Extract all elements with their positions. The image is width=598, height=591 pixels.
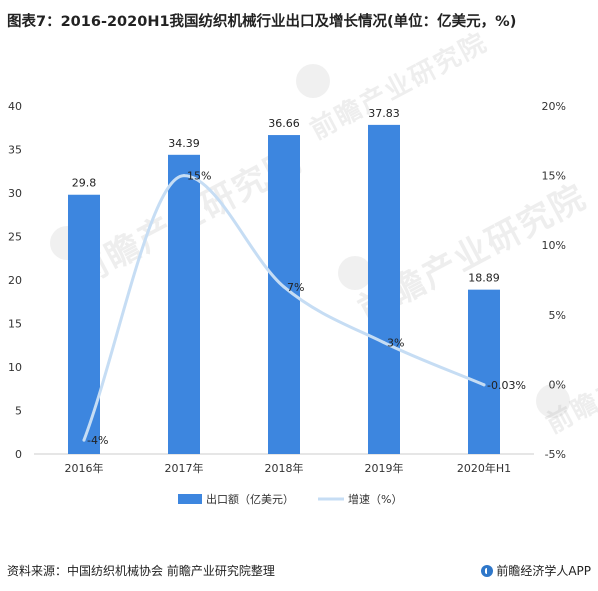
growth-line bbox=[82, 174, 486, 442]
footer: 资料来源：中国纺织机械协会 前瞻产业研究院整理 前瞻经济学人APP bbox=[7, 562, 591, 582]
growth-value-label: -0.03% bbox=[487, 379, 526, 392]
legend-bar-swatch bbox=[178, 494, 202, 504]
legend-bar-label: 出口额（亿美元） bbox=[206, 492, 294, 506]
line-series bbox=[82, 174, 486, 442]
source-note: 资料来源：中国纺织机械协会 前瞻产业研究院整理 bbox=[7, 564, 275, 578]
y-right-tick-label: 20% bbox=[542, 100, 566, 113]
brand-logo-icon bbox=[481, 564, 494, 577]
y-left-tick-label: 25 bbox=[8, 231, 22, 244]
y-left-tick-label: 5 bbox=[15, 405, 22, 418]
brand: 前瞻经济学人APP bbox=[481, 562, 591, 579]
growth-point bbox=[382, 341, 386, 345]
bar bbox=[168, 154, 200, 454]
bar-value-label: 36.66 bbox=[268, 117, 300, 130]
bar-value-label: 37.83 bbox=[368, 107, 400, 120]
x-tick-label: 2018年 bbox=[265, 461, 304, 475]
growth-value-label: 3% bbox=[387, 337, 404, 350]
bar bbox=[468, 289, 500, 454]
y-right-tick-label: -5% bbox=[545, 448, 566, 461]
y-left-tick-label: 0 bbox=[15, 448, 22, 461]
y-left-tick-label: 35 bbox=[8, 144, 22, 157]
brand-name: 前瞻经济学人APP bbox=[496, 564, 591, 578]
x-tick-label: 2017年 bbox=[165, 461, 204, 475]
data-labels: 29.8 34.39 36.66 37.83 18.89 -4% 15% 7% 3% -0.03% bbox=[72, 107, 526, 447]
bar bbox=[368, 124, 400, 454]
y-left-tick-label: 40 bbox=[8, 100, 22, 113]
legend: 出口额（亿美元） 增速（%） bbox=[178, 492, 402, 506]
growth-value-label: 7% bbox=[287, 281, 304, 294]
y-right-tick-label: 15% bbox=[542, 170, 566, 183]
y-left-tick-label: 10 bbox=[8, 361, 22, 374]
bar-value-label: 18.89 bbox=[468, 272, 500, 285]
growth-value-label: 15% bbox=[187, 170, 211, 183]
x-tick-label: 2020年H1 bbox=[457, 461, 511, 475]
bar bbox=[68, 194, 100, 455]
x-tick-label: 2019年 bbox=[365, 461, 404, 475]
growth-point bbox=[182, 174, 186, 178]
bar-value-label: 29.8 bbox=[72, 177, 97, 190]
legend-line-label: 增速（%） bbox=[348, 492, 402, 506]
growth-value-label: -4% bbox=[87, 434, 108, 447]
y-right-tick-label: 5% bbox=[549, 309, 566, 322]
chart-title: 图表7：2016-2020H1我国纺织机械行业出口及增长情况(单位：亿美元，%) bbox=[7, 14, 517, 30]
y-right-tick-label: 0% bbox=[549, 378, 566, 391]
y-left-tick-label: 15 bbox=[8, 318, 22, 331]
growth-point bbox=[482, 383, 486, 387]
y-right-tick-label: 10% bbox=[542, 239, 566, 252]
y-left-tick-label: 20 bbox=[8, 274, 22, 287]
chart-axes: 0 5 10 15 20 25 30 35 40 -5% 0% 5% 10% 15% 20% 2016年 201… bbox=[8, 100, 566, 475]
bar-value-label: 34.39 bbox=[168, 137, 200, 150]
x-tick-label: 2016年 bbox=[65, 461, 104, 475]
y-left-tick-label: 30 bbox=[8, 187, 22, 200]
growth-point bbox=[82, 438, 86, 442]
growth-point bbox=[282, 285, 286, 289]
bar-series bbox=[68, 124, 500, 455]
